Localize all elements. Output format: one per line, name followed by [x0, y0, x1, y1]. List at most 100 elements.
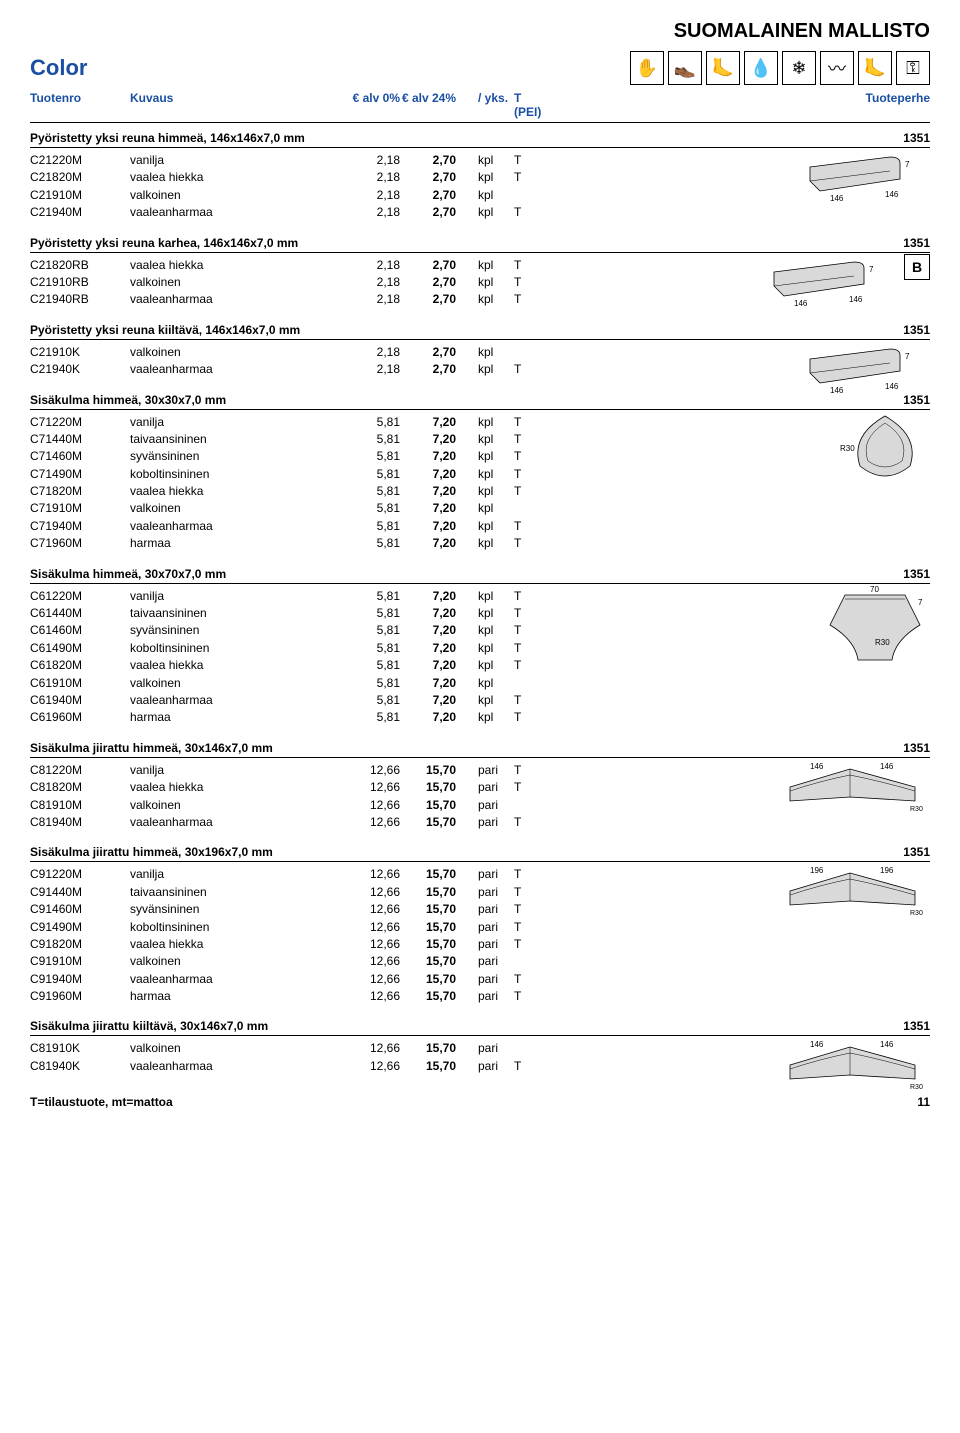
col-unit: / yks. — [460, 91, 510, 119]
cell-unit: pari — [460, 762, 510, 779]
cell-code: C91820M — [30, 936, 130, 953]
cell-unit: kpl — [460, 274, 510, 291]
svg-text:196: 196 — [810, 866, 824, 875]
cell-flag: T — [510, 483, 540, 500]
product-section: Sisäkulma jiirattu himmeä, 30x146x7,0 mm… — [30, 741, 930, 832]
svg-text:7: 7 — [918, 598, 923, 607]
section-diagram: 146 146 R30 — [730, 1037, 930, 1097]
cell-flag — [510, 500, 540, 517]
cell-unit: kpl — [460, 675, 510, 692]
cell-price0: 2,18 — [340, 187, 400, 204]
cell-price24: 15,70 — [400, 779, 460, 796]
svg-text:196: 196 — [880, 866, 894, 875]
cell-flag: T — [510, 257, 540, 274]
cell-price0: 12,66 — [340, 797, 400, 814]
cell-code: C21910M — [30, 187, 130, 204]
cell-flag: T — [510, 919, 540, 936]
cell-flag: T — [510, 884, 540, 901]
svg-text:146: 146 — [880, 1040, 894, 1049]
cell-price0: 12,66 — [340, 988, 400, 1005]
cell-unit: pari — [460, 1040, 510, 1057]
cell-code: C21820M — [30, 169, 130, 186]
cell-code: C91460M — [30, 901, 130, 918]
cell-flag — [510, 953, 540, 970]
svg-text:70: 70 — [870, 585, 879, 594]
product-section: Pyöristetty yksi reuna kiiltävä, 146x146… — [30, 323, 930, 379]
cell-flag: T — [510, 657, 540, 674]
cell-desc: valkoinen — [130, 187, 340, 204]
cell-flag: T — [510, 414, 540, 431]
product-row: C71960Mharmaa5,817,20kplT — [30, 535, 930, 552]
cell-price24: 7,20 — [400, 622, 460, 639]
cell-code: C61490M — [30, 640, 130, 657]
cell-price0: 5,81 — [340, 709, 400, 726]
cell-desc: valkoinen — [130, 1040, 340, 1057]
cell-desc: koboltinsininen — [130, 466, 340, 483]
svg-text:R30: R30 — [875, 638, 890, 647]
cell-desc: vaaleanharmaa — [130, 361, 340, 378]
cell-code: C81220M — [30, 762, 130, 779]
cell-unit: kpl — [460, 152, 510, 169]
section-title: Sisäkulma jiirattu kiiltävä, 30x146x7,0 … — [30, 1019, 850, 1033]
drop-icon: 💧 — [744, 51, 778, 85]
cell-price0: 2,18 — [340, 169, 400, 186]
section-diagram: 196 196 R30 — [730, 863, 930, 923]
cell-code: C21220M — [30, 152, 130, 169]
section-title: Sisäkulma jiirattu himmeä, 30x146x7,0 mm — [30, 741, 850, 755]
cell-unit: kpl — [460, 466, 510, 483]
cell-flag: T — [510, 988, 540, 1005]
cell-price0: 12,66 — [340, 866, 400, 883]
cell-flag: T — [510, 466, 540, 483]
cell-price0: 5,81 — [340, 535, 400, 552]
cell-flag: T — [510, 709, 540, 726]
cell-price0: 2,18 — [340, 274, 400, 291]
cell-price0: 5,81 — [340, 414, 400, 431]
cell-flag: T — [510, 692, 540, 709]
cell-code: C21820RB — [30, 257, 130, 274]
cell-unit: pari — [460, 884, 510, 901]
cell-code: C61440M — [30, 605, 130, 622]
cell-price0: 5,81 — [340, 588, 400, 605]
product-row: C91940Mvaaleanharmaa12,6615,70pariT — [30, 971, 930, 988]
cell-code: C91440M — [30, 884, 130, 901]
svg-text:146: 146 — [885, 190, 899, 199]
cell-flag: T — [510, 431, 540, 448]
cell-price24: 7,20 — [400, 466, 460, 483]
cell-price24: 15,70 — [400, 919, 460, 936]
cell-desc: taivaansininen — [130, 431, 340, 448]
cell-unit: kpl — [460, 640, 510, 657]
col-desc: Kuvaus — [130, 91, 340, 119]
cell-desc: valkoinen — [130, 953, 340, 970]
cell-unit: pari — [460, 797, 510, 814]
cell-code: C91960M — [30, 988, 130, 1005]
cell-price0: 5,81 — [340, 640, 400, 657]
svg-text:7: 7 — [905, 160, 910, 169]
cell-flag: T — [510, 971, 540, 988]
section-diagram: R30 — [730, 411, 930, 486]
cell-price24: 7,20 — [400, 692, 460, 709]
product-row: C91820Mvaalea hiekka12,6615,70pariT — [30, 936, 930, 953]
cell-unit: kpl — [460, 204, 510, 221]
product-section: Sisäkulma jiirattu himmeä, 30x196x7,0 mm… — [30, 845, 930, 1005]
cell-price24: 7,20 — [400, 588, 460, 605]
cell-flag — [510, 797, 540, 814]
cell-flag — [510, 1040, 540, 1057]
cell-price24: 2,70 — [400, 344, 460, 361]
cell-price24: 15,70 — [400, 762, 460, 779]
cell-desc: vanilja — [130, 762, 340, 779]
cell-price24: 15,70 — [400, 936, 460, 953]
cell-unit: kpl — [460, 483, 510, 500]
cell-desc: vaaleanharmaa — [130, 692, 340, 709]
cell-price24: 15,70 — [400, 797, 460, 814]
cell-price24: 7,20 — [400, 518, 460, 535]
cell-desc: vaalea hiekka — [130, 483, 340, 500]
cell-code: C71820M — [30, 483, 130, 500]
section-title: Sisäkulma himmeä, 30x30x7,0 mm — [30, 393, 850, 407]
product-section: Pyöristetty yksi reuna karhea, 146x146x7… — [30, 236, 930, 309]
cell-code: C21910RB — [30, 274, 130, 291]
cell-desc: koboltinsininen — [130, 640, 340, 657]
cell-flag: T — [510, 518, 540, 535]
wave-icon: 〰 — [820, 51, 854, 85]
section-family: 1351 — [850, 236, 930, 250]
cell-desc: vaaleanharmaa — [130, 1058, 340, 1075]
